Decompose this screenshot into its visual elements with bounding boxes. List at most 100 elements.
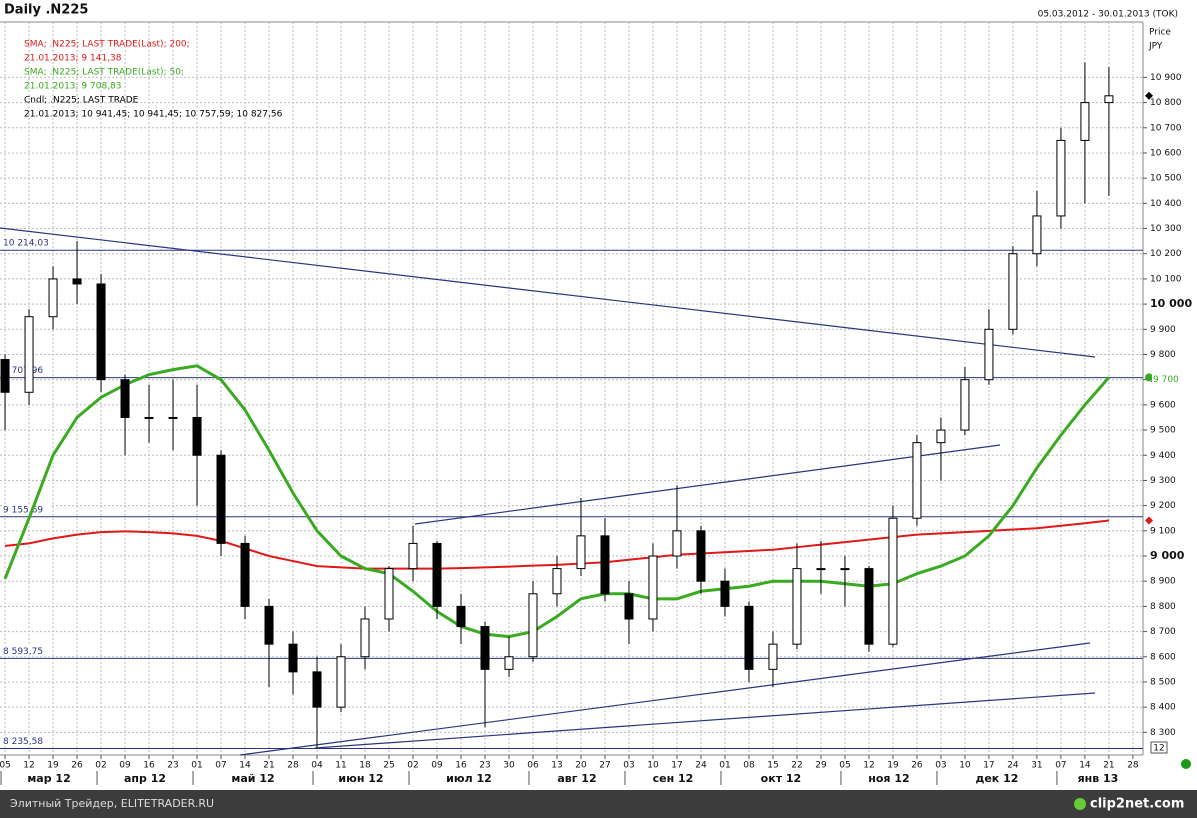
y-tick-label: 10 100 xyxy=(1150,274,1182,284)
x-tick-label: 02 xyxy=(407,761,418,771)
y-tick-label: 10 700 xyxy=(1150,123,1182,133)
candle-body xyxy=(528,593,538,658)
candle-body xyxy=(408,542,418,570)
x-tick-label: 20 xyxy=(575,761,587,771)
x-tick-label: 21 xyxy=(1103,761,1114,771)
candle-body xyxy=(504,656,514,670)
x-tick-label: 16 xyxy=(455,761,467,771)
month-label: июл 12 xyxy=(446,772,492,785)
month-label: мар 12 xyxy=(27,772,70,785)
candle-body xyxy=(696,530,706,582)
month-label: окт 12 xyxy=(761,772,802,785)
level-label: 8 235,58 xyxy=(3,737,43,747)
chart-title: Daily .N225 xyxy=(4,3,88,18)
candle-body xyxy=(888,517,898,645)
level-label: 9 155,69 xyxy=(3,505,43,515)
x-tick-label: 09 xyxy=(119,761,131,771)
candle-body xyxy=(336,656,346,708)
x-tick-label: 02 xyxy=(95,761,106,771)
x-tick-label: 29 xyxy=(815,761,827,771)
month-label: апр 12 xyxy=(124,772,166,785)
candle-body xyxy=(552,568,562,595)
candle-body xyxy=(936,429,946,444)
candle-body xyxy=(240,542,250,607)
candle-body xyxy=(216,454,226,544)
legend-last: 21.01.2013; 9 141,38 xyxy=(24,54,122,64)
x-tick-label: 25 xyxy=(383,761,394,771)
level-label: 8 593,75 xyxy=(3,647,43,657)
trendline xyxy=(239,642,1091,756)
x-tick-label: 19 xyxy=(47,761,59,771)
y-tick-label: 9 200 xyxy=(1150,501,1176,511)
candle-body xyxy=(960,379,970,431)
y-tick-label: 9 000 xyxy=(1150,549,1185,562)
x-tick-label: 19 xyxy=(887,761,899,771)
candle-body xyxy=(72,278,82,285)
y-tick-label: 10 200 xyxy=(1150,249,1182,259)
x-tick-label: 23 xyxy=(167,761,178,771)
month-label: май 12 xyxy=(231,772,274,785)
candle-body xyxy=(1056,139,1066,217)
x-tick-label: 28 xyxy=(287,761,299,771)
date-range: 05.03.2012 - 30.01.2013 (TOK) xyxy=(1038,10,1178,20)
candle-body xyxy=(984,328,994,381)
month-label: дек 12 xyxy=(975,772,1018,785)
legend-name: SMA; .N225; LAST TRADE(Last); 200; xyxy=(24,40,190,50)
x-tick-label: 11 xyxy=(335,761,346,771)
candle-body xyxy=(768,643,778,670)
x-tick-label: 31 xyxy=(1031,761,1042,771)
level-label: 9 707,96 xyxy=(3,366,43,376)
legend-last: 21.01.2013; 10 941,45; 10 941,45; 10 757… xyxy=(24,110,283,120)
candle-body xyxy=(648,555,658,620)
candle-body xyxy=(264,605,274,645)
y-tick-label: 8 300 xyxy=(1150,728,1176,738)
candle-body xyxy=(576,535,586,570)
x-tick-label: 10 xyxy=(959,761,971,771)
month-label: июн 12 xyxy=(338,772,383,785)
trendlines xyxy=(0,227,1096,756)
candle-body xyxy=(792,568,802,645)
x-tick-label: 01 xyxy=(719,761,730,771)
x-tick-label: 08 xyxy=(743,761,755,771)
x-tick-label: 22 xyxy=(791,761,802,771)
candle-body xyxy=(624,593,634,620)
x-tick-label: 07 xyxy=(215,761,226,771)
y-tick-label: 10 600 xyxy=(1150,148,1182,158)
x-tick-label: 12 xyxy=(23,761,34,771)
x-tick-label: 03 xyxy=(623,761,634,771)
x-tick-label: 23 xyxy=(479,761,490,771)
x-tick-label: 30 xyxy=(503,761,515,771)
candle-body xyxy=(48,278,58,318)
x-tick-label: 15 xyxy=(767,761,778,771)
x-tick-label: 14 xyxy=(1079,761,1091,771)
candle-body xyxy=(456,605,466,628)
x-tick-label: 04 xyxy=(311,761,323,771)
month-label: ноя 12 xyxy=(868,772,909,785)
y-label: Price xyxy=(1149,28,1171,38)
x-tick-label: 17 xyxy=(983,761,994,771)
candle-body xyxy=(288,643,298,673)
y-tick-label: 10 900 xyxy=(1150,73,1182,83)
y-tick-label: 9 400 xyxy=(1150,451,1176,461)
x-tick-label: 09 xyxy=(431,761,443,771)
candle-body xyxy=(864,568,874,645)
x-tick-label: 28 xyxy=(1127,761,1139,771)
y-tick-label: 10 800 xyxy=(1150,98,1182,108)
month-label: янв 13 xyxy=(1078,772,1119,785)
x-tick-label: 16 xyxy=(143,761,155,771)
y-tick-label: 9 500 xyxy=(1150,426,1176,436)
x-tick-label: 12 xyxy=(863,761,874,771)
y-tick-label: 8 400 xyxy=(1150,703,1176,713)
x-tick-label: 27 xyxy=(599,761,610,771)
marker-label: 9 700 xyxy=(1153,375,1179,385)
x-tick-label: 24 xyxy=(695,761,707,771)
x-tick-label: 05 xyxy=(839,761,850,771)
candle-body xyxy=(312,671,322,708)
candle-body xyxy=(168,416,178,419)
level-label-bg xyxy=(2,503,52,515)
candle-body xyxy=(1008,253,1018,330)
candle-body xyxy=(432,542,442,607)
candle-body xyxy=(360,618,370,658)
